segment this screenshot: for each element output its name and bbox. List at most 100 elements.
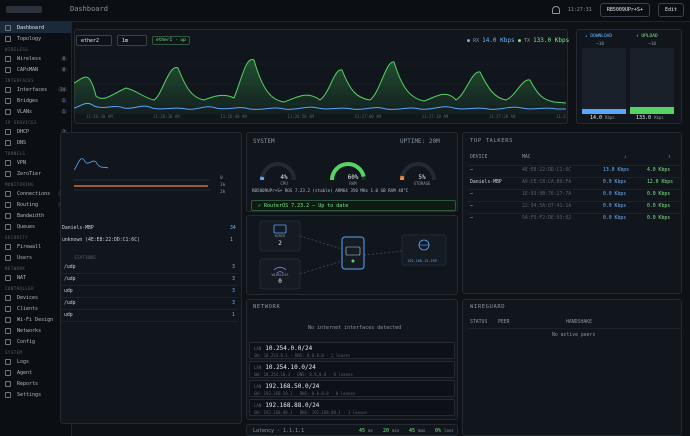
sidebar-item-agent[interactable]: Agent <box>0 367 71 378</box>
sidebar-item-dhcp[interactable]: DHCP 3 <box>0 126 71 137</box>
lan-prefix: LAN <box>254 365 262 370</box>
talker-up: 0.0 Kbps <box>647 204 671 209</box>
latency-max: 45 max <box>409 428 426 434</box>
tx-rate: ● TX 133.0 Kbps <box>518 37 570 44</box>
sidebar-item-count: 3 <box>60 129 67 134</box>
edit-button[interactable]: Edit <box>657 3 684 17</box>
sidebar-item-label: Reports <box>17 380 39 387</box>
wireguard-title: WIREGUARD <box>470 304 506 310</box>
time-tick-label: 11:26:30 AM <box>86 114 113 119</box>
nav-icon <box>5 254 11 261</box>
tx-value: 133.0 Kbps <box>533 37 570 44</box>
row-divider <box>467 201 682 202</box>
sidebar-item-label: Queues <box>17 223 36 230</box>
sidebar-item-clients[interactable]: Clients <box>0 303 71 314</box>
row-divider <box>467 189 682 190</box>
talker-down: 13.0 Kbps <box>603 168 629 173</box>
lan-cidr: LAN 192.168.50.0/24 <box>254 383 319 390</box>
talker-down: 0.0 Kbps <box>603 180 627 185</box>
sidebar-item-label: Bandwidth <box>17 212 45 219</box>
rx-value: 14.0 Kbps <box>482 37 515 44</box>
app-logo <box>6 6 42 13</box>
client-count: 34 <box>230 226 236 231</box>
sidebar-item-count: 34 <box>58 87 67 92</box>
topology-diagram <box>259 220 447 290</box>
lan-cidr: LAN 10.254.0.0/24 <box>254 345 312 352</box>
col-up: ↑ <box>668 155 671 160</box>
station-count: 3 <box>232 277 235 282</box>
sidebar-item-wireless[interactable]: Wireless 0 <box>0 53 71 64</box>
wg-col-status: STATUS <box>470 320 488 325</box>
lan-prefix: LAN <box>254 403 262 408</box>
sidebar-section: TUNNELS <box>5 151 26 156</box>
sidebar-item-wi-fi-design[interactable]: Wi-Fi Design <box>0 314 71 325</box>
wg-col-handshake: HANDSHAKE <box>566 320 592 325</box>
sidebar-item-topology[interactable]: Topology <box>0 33 71 44</box>
sidebar-item-devices[interactable]: Devices <box>0 292 71 303</box>
sidebar-item-bridges[interactable]: Bridges 1 <box>0 95 71 106</box>
nav-icon <box>5 243 11 250</box>
wireless-count: 0 <box>278 278 282 285</box>
nav-icon <box>5 55 11 62</box>
nav-icon <box>5 97 11 104</box>
latency-bar: Latency · 1.1.1.1 45 ms 20 min 45 max 0%… <box>246 424 458 436</box>
clock-time: 11:27:31 <box>567 7 592 13</box>
nav-icon <box>5 35 11 42</box>
sidebar-item-reports[interactable]: Reports <box>0 378 71 389</box>
tx-line <box>74 59 566 104</box>
time-tick-label: 11:26:30 AM <box>153 114 180 119</box>
sidebar-item-bandwidth[interactable]: Bandwidth <box>0 210 71 221</box>
sidebar-item-interfaces[interactable]: Interfaces 34 <box>0 84 71 95</box>
sidebar-item-vlans[interactable]: VLANs 1 <box>0 106 71 117</box>
nav-icon <box>5 170 11 177</box>
wireguard-panel <box>462 299 682 436</box>
nav-icon <box>5 190 11 197</box>
sidebar-item-logs[interactable]: Logs <box>0 356 71 367</box>
wan-ip: 192.168.12.195 <box>407 259 437 263</box>
sidebar-section: SECURITY <box>5 235 29 240</box>
spark-level-2: 2k <box>220 190 226 195</box>
system-info: RB5009UPr+S+ ROS 7.23.2 (stable) ARM64 3… <box>252 188 409 193</box>
interface-select[interactable]: ether2 <box>76 35 112 46</box>
talker-device: — <box>470 192 473 197</box>
row-divider <box>62 321 238 322</box>
bell-icon[interactable] <box>551 6 560 14</box>
sidebar-item-networks[interactable]: Networks <box>0 325 71 336</box>
lan-card: LAN 192.168.88.0/24 GW: 192.168.88.1 · DNS… <box>249 399 455 416</box>
lan-prefix: LAN <box>254 384 262 389</box>
nav-icon <box>5 128 11 135</box>
talker-up: 0.0 Kbps <box>647 216 671 221</box>
nav-icon <box>5 338 11 345</box>
interface-status-tag: ether1 · up <box>152 36 190 45</box>
col-mac: MAC <box>522 155 531 160</box>
talker-mac: 5A:F5:F2:DE:93:02 <box>522 216 572 221</box>
sidebar-item-label: Devices <box>17 294 39 301</box>
range-select[interactable]: 1m <box>117 35 147 46</box>
talker-up: 12.0 Kbps <box>647 180 673 185</box>
sidebar-item-settings[interactable]: Settings <box>0 389 71 400</box>
stations-heading: STATIONS <box>74 256 96 261</box>
sidebar-item-config[interactable]: Config <box>0 336 71 347</box>
row-divider <box>62 297 238 298</box>
device-selector[interactable]: RB5009UPr+S+ <box>599 3 650 17</box>
nav-icon <box>5 66 11 73</box>
time-tick-label: 11:27:00 AM <box>355 114 382 119</box>
lan-cidr: LAN 10.254.10.0/24 <box>254 364 316 371</box>
ram-label: RAM <box>349 181 357 186</box>
talker-down: 0.0 Kbps <box>603 204 627 209</box>
sidebar-item-label: Wi-Fi Design <box>17 316 54 323</box>
lan-details: GW: 10.254.0.1 · DNS: 8.8.8.8 · 2 leases <box>254 353 351 358</box>
wg-divider <box>467 328 682 329</box>
latency-label: Latency · 1.1.1.1 <box>253 428 305 434</box>
lan-cidr-value: 10.254.0.0/24 <box>265 345 313 352</box>
sidebar-item-capsman[interactable]: CAPsMAN 0 <box>0 64 71 75</box>
nav-icon <box>5 159 11 166</box>
talker-mac: 22:34:5A:07:41:1A <box>522 204 572 209</box>
system-gauges <box>260 162 436 181</box>
sidebar-item-label: Bridges <box>17 97 39 104</box>
sidebar-item-count: 0 <box>60 67 67 72</box>
sidebar-item-label: VLANs <box>17 108 33 115</box>
station-port: /udp <box>64 301 76 306</box>
sidebar-item-dashboard[interactable]: Dashboard <box>0 22 71 33</box>
nav-icon <box>5 24 11 31</box>
